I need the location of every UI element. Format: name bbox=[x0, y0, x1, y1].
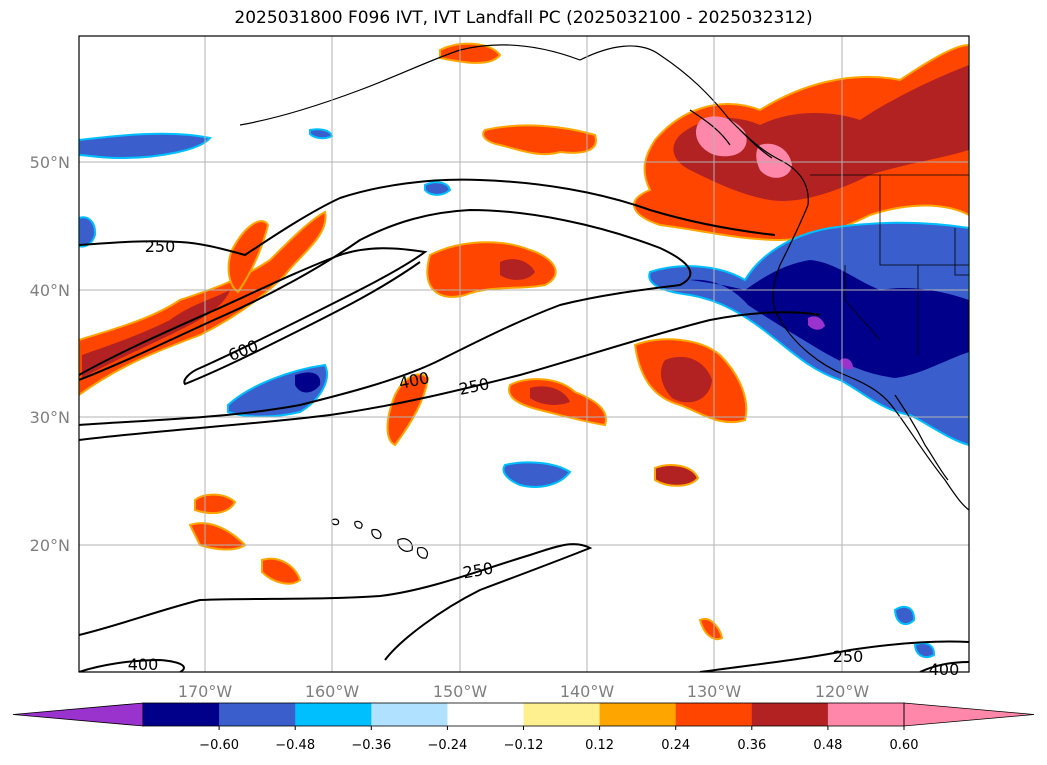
coastlines bbox=[239, 44, 969, 559]
negative-core-sw-mid bbox=[295, 372, 321, 393]
negative-region-west-edge bbox=[79, 216, 97, 248]
positive-region-mid-streak bbox=[386, 373, 430, 447]
colorbar-segment bbox=[219, 703, 296, 726]
lat-label-40n: 40°N bbox=[30, 281, 70, 300]
colorbar-tick-label: 0.12 bbox=[585, 738, 614, 753]
contour-400-south bbox=[79, 658, 185, 672]
contour-label-250-north: 250 bbox=[145, 237, 176, 256]
baja-coast bbox=[894, 394, 949, 481]
negative-region-south bbox=[502, 461, 572, 488]
colorbar-segment bbox=[675, 703, 753, 726]
contour-250-middle bbox=[79, 311, 821, 441]
hawaii-islands bbox=[331, 518, 429, 559]
lon-label-170w: 170°W bbox=[178, 682, 233, 701]
positive-region-sw-3 bbox=[261, 557, 302, 585]
colorbar-tick-label: −0.60 bbox=[199, 738, 239, 753]
lon-label-150w: 150°W bbox=[433, 682, 488, 701]
positive-core-south-central bbox=[530, 386, 570, 405]
lat-label-20n: 20°N bbox=[30, 536, 70, 555]
positive-region-central bbox=[426, 241, 557, 298]
colorbar-tick-label: −0.12 bbox=[504, 738, 544, 753]
positive-region-gulf-north bbox=[482, 124, 597, 156]
colorbar-segment bbox=[523, 703, 601, 726]
contour-label-250-southeast: 250 bbox=[833, 647, 864, 666]
colorbar-segment bbox=[295, 703, 372, 726]
state-borders bbox=[844, 175, 969, 355]
political-boundaries bbox=[810, 174, 969, 355]
colorbar-tick-label: 0.60 bbox=[890, 738, 919, 753]
contour-400-southeast bbox=[919, 661, 969, 672]
positive-region-s-small bbox=[698, 617, 724, 640]
lon-label-120w: 120°W bbox=[815, 682, 870, 701]
contour-label-400-southeast: 400 bbox=[929, 660, 960, 679]
positive-core-ne-pacific bbox=[673, 65, 969, 201]
plot-frame bbox=[78, 35, 970, 673]
contour-250-south bbox=[79, 543, 593, 661]
contour-label-400-south: 400 bbox=[128, 655, 159, 674]
graticule bbox=[79, 36, 969, 672]
positive-core-central bbox=[500, 259, 535, 280]
contour-250-north bbox=[79, 178, 776, 257]
lat-label-30n: 30°N bbox=[30, 408, 70, 427]
colorbar-extend-max bbox=[903, 702, 1035, 727]
colorbar-tick-label: 0.24 bbox=[661, 738, 690, 753]
contour-600 bbox=[79, 247, 428, 386]
positive-region-s-blob bbox=[654, 464, 700, 487]
contour-250-southeast bbox=[699, 640, 969, 672]
colorbar-tick-label: 0.36 bbox=[737, 738, 766, 753]
negative-max-east bbox=[808, 316, 853, 370]
colorbar-segment bbox=[827, 703, 905, 726]
colorbar-tick-label: 0.48 bbox=[813, 738, 842, 753]
negative-region-northwest bbox=[79, 132, 212, 160]
colorbar-segment bbox=[371, 703, 448, 726]
alaska-coast bbox=[239, 44, 809, 206]
colorbar-tick-label: −0.36 bbox=[351, 738, 391, 753]
lon-label-160w: 160°W bbox=[305, 682, 360, 701]
map-title: 2025031800 F096 IVT, IVT Landfall PC (20… bbox=[234, 8, 813, 28]
lon-label-140w: 140°W bbox=[560, 682, 615, 701]
colorbar-extend-min bbox=[12, 702, 144, 727]
colorbar-segment bbox=[751, 703, 829, 726]
ivt-contours bbox=[79, 178, 969, 672]
positive-region-west-streak bbox=[227, 220, 270, 294]
canada-coast-islands bbox=[689, 109, 773, 159]
positive-core-southeast bbox=[660, 356, 712, 403]
positive-anomaly-shading bbox=[79, 42, 969, 640]
colorbar-segment bbox=[447, 703, 524, 726]
lat-label-50n: 50°N bbox=[30, 153, 70, 172]
colorbar-segment bbox=[143, 703, 220, 726]
positive-region-alaska bbox=[439, 42, 502, 64]
colorbar-segment bbox=[599, 703, 677, 726]
north-america-west-coast bbox=[772, 204, 969, 511]
positive-core-west-band bbox=[82, 290, 230, 378]
latitude-labels: 50°N 40°N 30°N 20°N bbox=[30, 153, 70, 555]
longitude-labels: 170°W 160°W 150°W 140°W 130°W 120°W bbox=[178, 682, 870, 701]
colorbar-tick-label: −0.48 bbox=[275, 738, 315, 753]
map-content bbox=[79, 36, 969, 672]
lon-label-130w: 130°W bbox=[687, 682, 742, 701]
colorbar-tick-label: −0.24 bbox=[427, 738, 467, 753]
colorbar: −0.60 −0.48 −0.36 −0.24 −0.12 0.12 0.24 0.36 0.4… bbox=[12, 702, 1035, 753]
contour-400-north bbox=[79, 208, 692, 426]
